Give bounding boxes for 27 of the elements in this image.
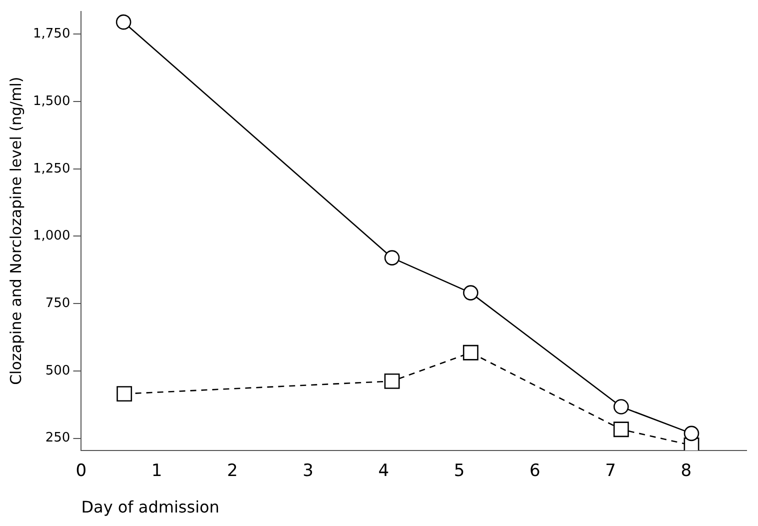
y-tick-label: 250 [45, 430, 70, 446]
point [384, 250, 400, 266]
point [116, 386, 132, 402]
point [684, 426, 700, 442]
point [613, 422, 629, 438]
y-tick-label: 1,000 [33, 228, 70, 244]
y-axis-title: Clozapine and Norclozapine level (ng/ml) [6, 76, 25, 385]
point [614, 399, 629, 414]
x-tick-label: 6 [530, 461, 540, 482]
x-tick-label: 5 [454, 461, 465, 482]
x-tick-label: 2 [227, 461, 238, 482]
point [116, 14, 132, 30]
x-tick-label: 3 [302, 461, 314, 482]
x-axis-title: Day of admission [81, 498, 220, 517]
x-tick-label: 7 [605, 461, 616, 482]
y-tick-label: 500 [45, 363, 70, 378]
y-tick-label: 750 [45, 296, 70, 311]
point [463, 285, 478, 300]
y-tick-label: 1,750 [33, 26, 70, 42]
y-tick-label: 1,250 [33, 161, 70, 176]
x-tick-label: 4 [378, 461, 390, 482]
x-tick-label: 1 [151, 461, 162, 482]
point [384, 373, 400, 389]
y-tick-label: 1,500 [33, 94, 70, 109]
x-tick-label: 8 [680, 461, 692, 482]
point [462, 344, 478, 360]
x-tick-label: 0 [76, 461, 87, 482]
